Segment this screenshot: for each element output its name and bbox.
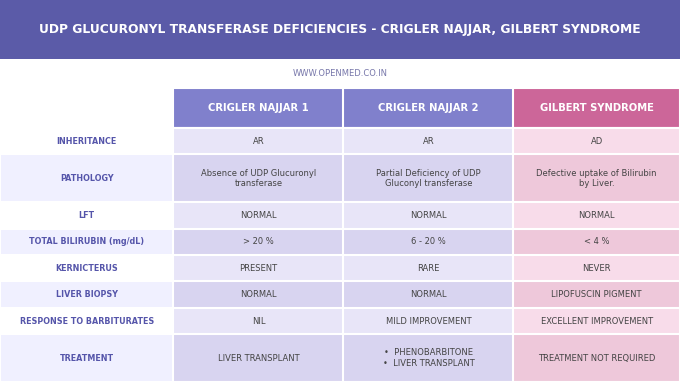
Bar xyxy=(513,128,680,154)
Bar xyxy=(0,154,173,202)
Text: CRIGLER NAJJAR 2: CRIGLER NAJJAR 2 xyxy=(378,103,479,113)
Bar xyxy=(343,88,513,128)
Bar xyxy=(513,282,680,308)
Bar xyxy=(513,88,680,128)
Bar xyxy=(0,228,173,255)
Bar xyxy=(0,282,173,308)
Bar xyxy=(0,88,173,128)
Text: TREATMENT: TREATMENT xyxy=(60,354,114,363)
Text: INHERITANCE: INHERITANCE xyxy=(56,137,117,146)
Text: LIPOFUSCIN PIGMENT: LIPOFUSCIN PIGMENT xyxy=(551,290,642,299)
Text: NORMAL: NORMAL xyxy=(240,290,277,299)
Bar xyxy=(513,202,680,228)
Bar xyxy=(343,202,513,228)
Text: EXCELLENT IMPROVEMENT: EXCELLENT IMPROVEMENT xyxy=(541,317,653,325)
Text: 6 - 20 %: 6 - 20 % xyxy=(411,237,446,246)
Bar xyxy=(173,202,343,228)
Text: AD: AD xyxy=(590,137,603,146)
Bar xyxy=(173,255,343,282)
Bar xyxy=(343,228,513,255)
Text: NORMAL: NORMAL xyxy=(579,211,615,220)
Text: NORMAL: NORMAL xyxy=(410,290,447,299)
Bar xyxy=(173,228,343,255)
Bar xyxy=(173,308,343,334)
Bar xyxy=(0,128,173,154)
Text: RESPONSE TO BARBITURATES: RESPONSE TO BARBITURATES xyxy=(20,317,154,325)
Bar xyxy=(0,255,173,282)
Bar xyxy=(513,308,680,334)
Text: Defective uptake of Bilirubin
by Liver.: Defective uptake of Bilirubin by Liver. xyxy=(537,168,657,188)
Bar xyxy=(343,334,513,382)
Bar xyxy=(0,308,173,334)
Text: GILBERT SYNDROME: GILBERT SYNDROME xyxy=(540,103,653,113)
Text: CRIGLER NAJJAR 1: CRIGLER NAJJAR 1 xyxy=(208,103,309,113)
Bar xyxy=(0,202,173,228)
Text: TOTAL BILIRUBIN (mg/dL): TOTAL BILIRUBIN (mg/dL) xyxy=(29,237,144,246)
Text: WWW.OPENMED.CO.IN: WWW.OPENMED.CO.IN xyxy=(292,69,388,78)
Bar xyxy=(0,334,173,382)
Bar xyxy=(513,154,680,202)
Text: AR: AR xyxy=(252,137,265,146)
Text: NEVER: NEVER xyxy=(583,264,611,273)
Text: TREATMENT NOT REQUIRED: TREATMENT NOT REQUIRED xyxy=(538,354,656,363)
Text: < 4 %: < 4 % xyxy=(584,237,609,246)
Text: NORMAL: NORMAL xyxy=(240,211,277,220)
Text: PRESENT: PRESENT xyxy=(239,264,277,273)
Bar xyxy=(513,228,680,255)
Bar xyxy=(0,0,680,59)
Text: KERNICTERUS: KERNICTERUS xyxy=(55,264,118,273)
Bar xyxy=(343,308,513,334)
Bar xyxy=(343,128,513,154)
Text: LFT: LFT xyxy=(79,211,95,220)
Text: LIVER TRANSPLANT: LIVER TRANSPLANT xyxy=(218,354,299,363)
Text: Absence of UDP Glucuronyl
transferase: Absence of UDP Glucuronyl transferase xyxy=(201,168,316,188)
Text: UDP GLUCURONYL TRANSFERASE DEFICIENCIES - CRIGLER NAJJAR, GILBERT SYNDROME: UDP GLUCURONYL TRANSFERASE DEFICIENCIES … xyxy=(39,23,641,36)
Bar xyxy=(0,59,680,88)
Bar xyxy=(173,154,343,202)
Text: PATHOLOGY: PATHOLOGY xyxy=(60,174,114,183)
Text: •  PHENOBARBITONE
•  LIVER TRANSPLANT: • PHENOBARBITONE • LIVER TRANSPLANT xyxy=(383,348,474,368)
Text: MILD IMPROVEMENT: MILD IMPROVEMENT xyxy=(386,317,471,325)
Bar xyxy=(513,334,680,382)
Text: LIVER BIOPSY: LIVER BIOPSY xyxy=(56,290,118,299)
Text: NORMAL: NORMAL xyxy=(410,211,447,220)
Bar xyxy=(513,255,680,282)
Bar xyxy=(343,282,513,308)
Text: > 20 %: > 20 % xyxy=(243,237,274,246)
Text: Partial Deficiency of UDP
Gluconyl transferase: Partial Deficiency of UDP Gluconyl trans… xyxy=(376,168,481,188)
Bar xyxy=(173,128,343,154)
Text: AR: AR xyxy=(422,137,435,146)
Text: NIL: NIL xyxy=(252,317,265,325)
Bar xyxy=(343,154,513,202)
Bar xyxy=(343,255,513,282)
Bar xyxy=(173,334,343,382)
Text: RARE: RARE xyxy=(418,264,439,273)
Bar xyxy=(173,282,343,308)
Bar xyxy=(173,88,343,128)
